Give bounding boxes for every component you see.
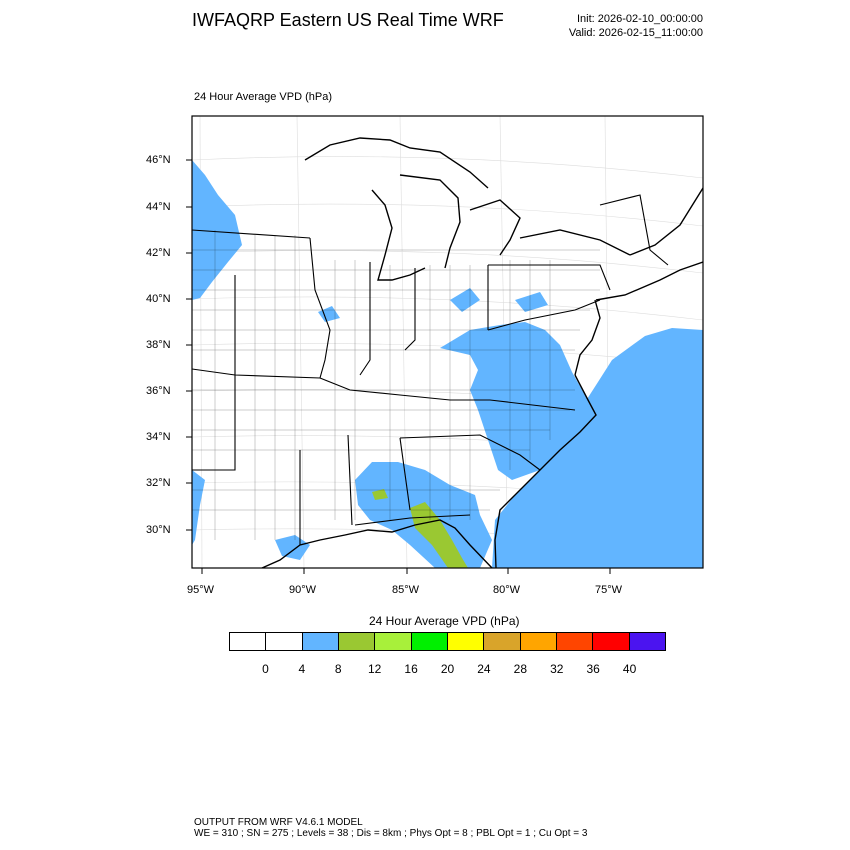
lat-label-30: 30°N: [146, 524, 171, 536]
lon-label-75: 75°W: [595, 584, 623, 596]
colorbar-swatch: [629, 633, 665, 650]
coastlines: [261, 137, 703, 568]
colorbar-swatch: [230, 633, 267, 650]
lat-label-42: 42°N: [146, 247, 171, 259]
colorbar-tick-label: 16: [404, 662, 418, 676]
lat-label-36: 36°N: [146, 385, 171, 397]
lon-label-90: 90°W: [289, 584, 317, 596]
model-info: OUTPUT FROM WRF V4.6.1 MODEL: [194, 817, 363, 828]
vpd-8-12-regions: [372, 489, 468, 568]
lat-label-44: 44°N: [146, 201, 171, 213]
colorbar-tick-label: 32: [550, 662, 564, 676]
lat-label-32: 32°N: [146, 477, 171, 489]
init-time: Init: 2026-02-10_00:00:00: [577, 13, 703, 25]
axis-ticks: [186, 159, 611, 574]
colorbar-tick-label: 36: [586, 662, 600, 676]
colorbar-tick-label: 20: [440, 662, 455, 676]
colorbar-swatch: [338, 633, 376, 650]
colorbar-tick-label: 12: [367, 662, 382, 676]
colorbar-swatch: [266, 633, 303, 650]
colorbar-tick-label: 28: [513, 662, 527, 676]
colorbar-swatch: [593, 633, 630, 650]
map-content: [192, 116, 703, 568]
colorbar-swatch: [447, 633, 485, 650]
colorbar-swatch: [556, 633, 594, 650]
county-borders: [192, 230, 600, 540]
valid-time: Valid: 2026-02-15_11:00:00: [568, 27, 703, 39]
colorbar-tick-label: 4: [298, 662, 306, 676]
lat-label-34: 34°N: [146, 431, 171, 443]
field-subtitle: 24 Hour Average VPD (hPa): [194, 91, 332, 103]
colorbar-swatch: [375, 633, 412, 650]
colorbar-tick-label: 8: [334, 662, 342, 676]
lon-label-95: 95°W: [187, 584, 215, 596]
lat-label-46: 46°N: [146, 154, 171, 166]
model-config: WE = 310 ; SN = 275 ; Levels = 38 ; Dis …: [194, 828, 588, 839]
colorbar-tick-label: 40: [622, 662, 637, 676]
map-frame: [191, 115, 704, 569]
colorbar-tick-label: 24: [477, 662, 491, 676]
colorbar-swatch: [411, 633, 448, 650]
colorbar-tick-label: 0: [262, 662, 269, 676]
colorbar-swatch: [484, 633, 521, 650]
lon-label-85: 85°W: [392, 584, 420, 596]
colorbar: [229, 632, 666, 651]
map-title: IWFAQRP Eastern US Real Time WRF: [192, 10, 504, 30]
colorbar-swatch: [302, 633, 339, 650]
colorbar-swatch: [520, 633, 557, 650]
colorbar-title: 24 Hour Average VPD (hPa): [369, 614, 520, 628]
vpd-4-8-regions: [192, 160, 703, 568]
lat-label-38: 38°N: [146, 339, 171, 351]
lon-label-80: 80°W: [493, 584, 521, 596]
lat-label-40: 40°N: [146, 293, 171, 305]
